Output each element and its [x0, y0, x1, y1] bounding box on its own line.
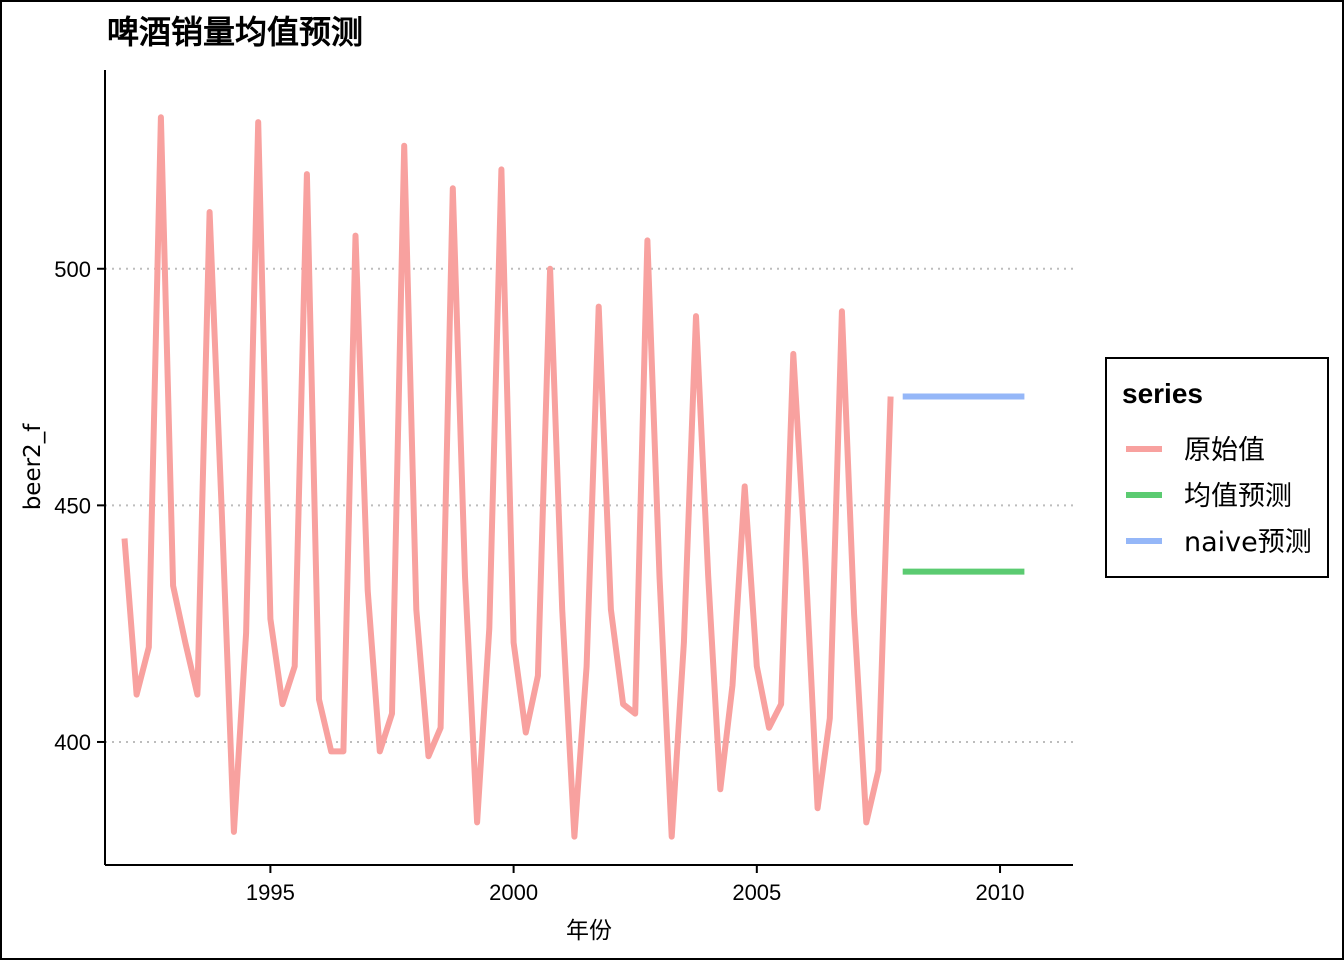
legend-label-0: 原始值	[1184, 435, 1265, 466]
chart-title: 啤酒销量均值预测	[107, 13, 363, 51]
x-tick-label-2005: 2005	[732, 880, 781, 905]
x-tick-label-1995: 1995	[246, 880, 295, 905]
x-tick-label-2000: 2000	[489, 880, 538, 905]
series-lines	[121, 114, 1025, 840]
legend-title: series	[1122, 378, 1203, 409]
legend-label-1: 均值预测	[1184, 481, 1292, 512]
x-axis-title: 年份	[566, 918, 612, 944]
legend-label-2: naive预测	[1184, 527, 1312, 558]
y-axis-title: beer2_f	[20, 423, 46, 510]
x-tick-label-2010: 2010	[976, 880, 1025, 905]
y-tick-label-450: 450	[54, 493, 91, 518]
series-line-0	[121, 114, 894, 840]
y-tick-label-500: 500	[54, 257, 91, 282]
axis-ticks: 400 450 500 1995 2000 2005 2010	[54, 257, 1024, 905]
y-tick-label-400: 400	[54, 730, 91, 755]
